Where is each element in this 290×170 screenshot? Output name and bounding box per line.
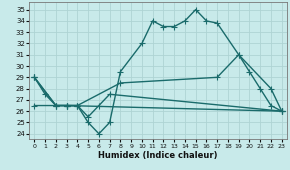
X-axis label: Humidex (Indice chaleur): Humidex (Indice chaleur) (98, 151, 218, 160)
